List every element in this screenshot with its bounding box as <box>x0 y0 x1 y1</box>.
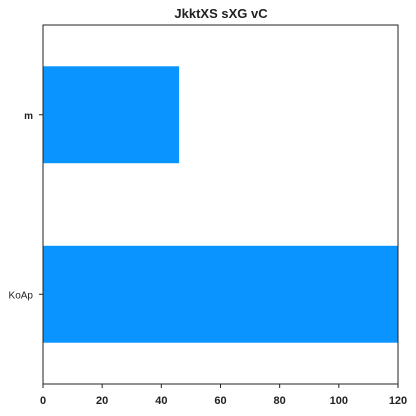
x-tick-label-0: 0 <box>40 395 46 407</box>
chart-title: JkktXS sXG vC <box>174 6 268 21</box>
bar-koap <box>43 245 398 343</box>
x-tick-label-80: 80 <box>274 395 286 407</box>
bar-m <box>43 66 180 164</box>
x-tick-label-60: 60 <box>214 395 226 407</box>
y-tick-label-koap: KoAp <box>9 290 34 301</box>
x-tick-label-120: 120 <box>389 395 407 407</box>
y-tick-label-m: m <box>24 111 33 122</box>
x-tick-label-40: 40 <box>155 395 167 407</box>
x-tick-label-20: 20 <box>96 395 108 407</box>
x-axis-ticks: 0 20 40 60 80 100 120 <box>40 384 407 407</box>
y-axis-labels: m KoAp <box>9 111 43 301</box>
x-tick-label-100: 100 <box>330 395 348 407</box>
bars-layer <box>43 66 398 343</box>
